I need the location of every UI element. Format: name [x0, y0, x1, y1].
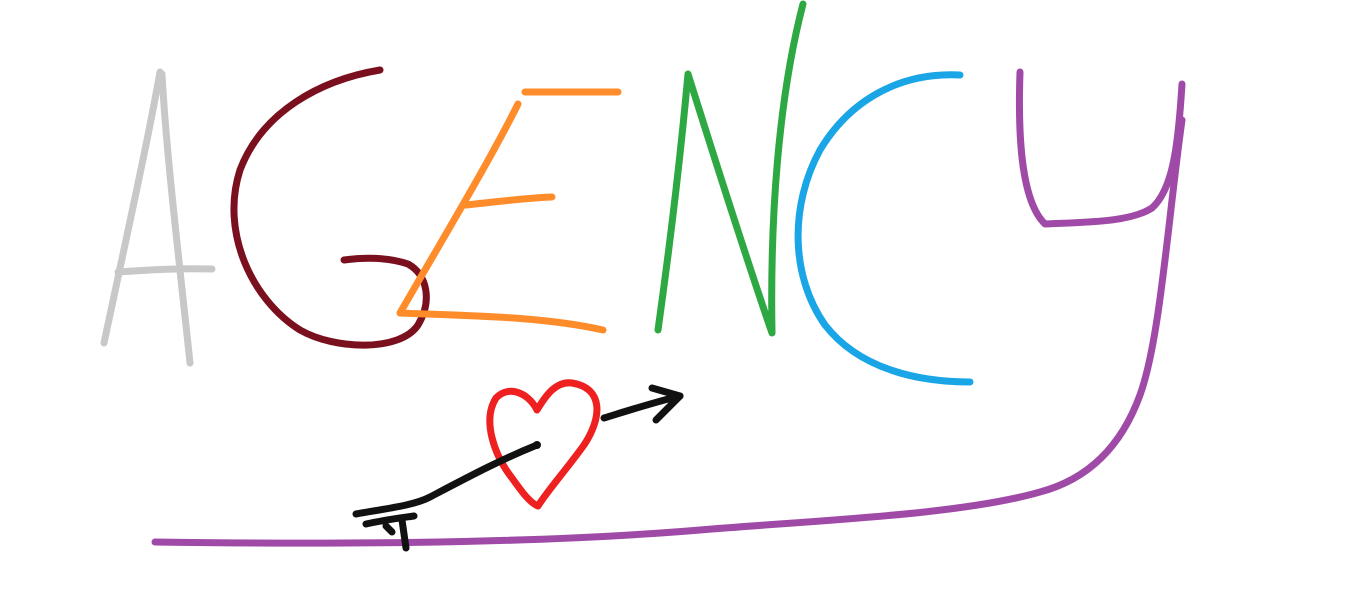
letter-y-left-arm [1015, 68, 1186, 228]
letter-y-tail [151, 116, 1186, 547]
letter-g-stroke [230, 66, 430, 349]
letter-e-middle [462, 193, 556, 209]
heart-shape [486, 379, 601, 510]
letter-y [151, 68, 1186, 547]
letter-c [794, 71, 974, 386]
letter-a [100, 68, 216, 367]
letter-a-stroke [100, 68, 164, 347]
arrow-shaft-inner [352, 441, 541, 518]
letter-c-stroke [794, 71, 974, 386]
letter-e [396, 88, 622, 334]
letter-e-spine [396, 100, 522, 317]
letter-g [230, 66, 430, 349]
arrow-fletching [362, 512, 418, 552]
letter-a-right-leg [158, 70, 194, 367]
arrow-through-heart [352, 384, 684, 552]
letter-e-bottom [396, 309, 607, 334]
arrow-head [648, 384, 684, 424]
arrow-shaft-outer [600, 392, 684, 422]
arrow-pierce-dot [533, 441, 541, 449]
letter-n [654, 0, 807, 337]
letter-a-crossbar [114, 265, 216, 276]
heart-stroke [486, 379, 601, 510]
letter-n-stroke [654, 0, 807, 337]
